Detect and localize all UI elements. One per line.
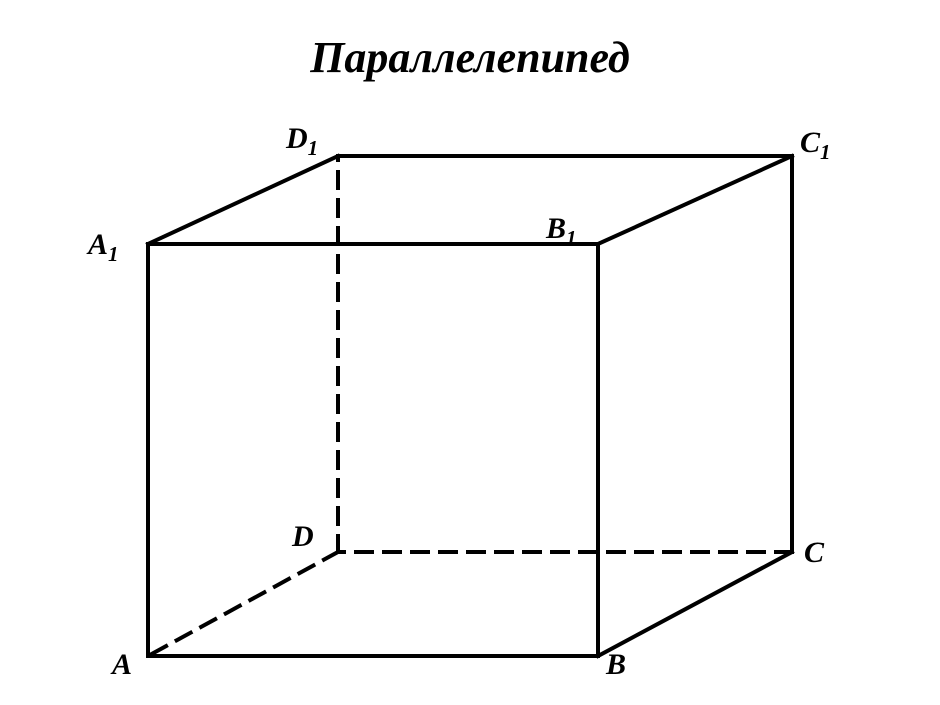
- vertex-label-C: C: [804, 536, 824, 570]
- vertex-label-A: A: [112, 648, 132, 682]
- parallelepiped-diagram: A B C D A1 B1 C1 D1: [0, 0, 940, 705]
- edge-B-C: [598, 552, 792, 656]
- edge-D1-A1: [148, 156, 338, 244]
- vertex-label-A1: A1: [88, 228, 119, 267]
- vertex-label-B: B: [606, 648, 626, 682]
- vertex-label-B1: B1: [546, 212, 577, 251]
- edge-B1-C1: [598, 156, 792, 244]
- vertex-label-D: D: [292, 520, 314, 554]
- vertex-label-C1: C1: [800, 126, 831, 165]
- edge-D-A: [148, 552, 338, 656]
- vertex-label-D1: D1: [286, 122, 318, 161]
- wireframe-svg: [0, 0, 940, 705]
